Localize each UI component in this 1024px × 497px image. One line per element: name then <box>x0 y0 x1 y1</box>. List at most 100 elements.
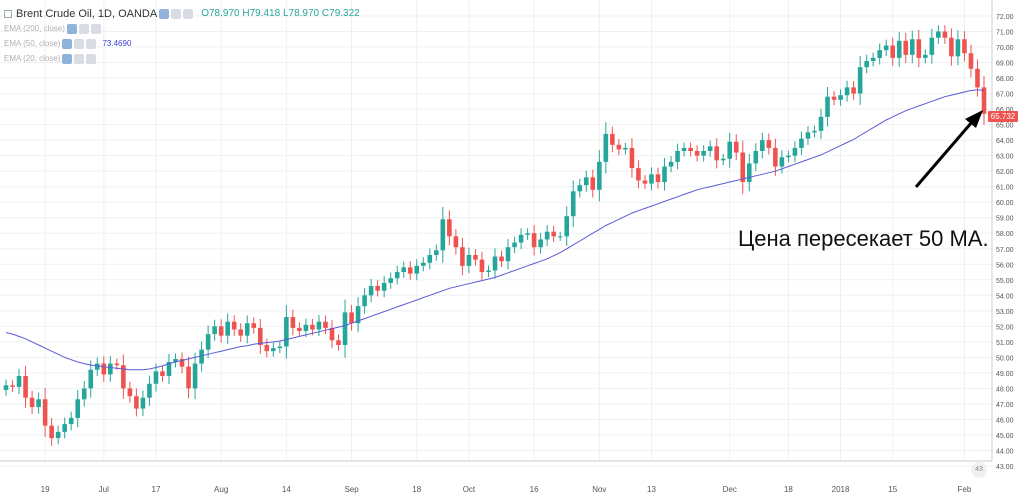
candle-body[interactable] <box>186 366 191 389</box>
candle-body[interactable] <box>662 166 667 183</box>
candle-body[interactable] <box>505 247 511 262</box>
candle-body[interactable] <box>746 163 752 183</box>
candle-body[interactable] <box>94 363 100 370</box>
candle-body[interactable] <box>108 363 113 375</box>
candle-body[interactable] <box>368 286 374 296</box>
candle-body[interactable] <box>420 262 426 266</box>
candle-body[interactable] <box>896 40 902 58</box>
candle-body[interactable] <box>557 236 563 238</box>
candle-body[interactable] <box>623 147 628 150</box>
candle-body[interactable] <box>271 348 276 352</box>
candle-body[interactable] <box>805 132 811 139</box>
candle-body[interactable] <box>642 180 648 184</box>
candle-body[interactable] <box>466 254 472 266</box>
settings-icon[interactable] <box>74 53 85 64</box>
candle-body[interactable] <box>264 344 270 352</box>
indicator-row-ema200[interactable]: EMA (200, close) <box>4 21 360 36</box>
candle-body[interactable] <box>570 191 576 217</box>
candle-body[interactable] <box>238 329 244 336</box>
candle-body[interactable] <box>251 323 257 328</box>
eye-icon[interactable] <box>66 23 77 34</box>
candle-body[interactable] <box>610 133 615 145</box>
candle-body[interactable] <box>127 388 133 397</box>
settings-icon[interactable] <box>74 38 85 49</box>
candle-body[interactable] <box>160 371 165 376</box>
candle-body[interactable] <box>786 155 791 158</box>
candle-body[interactable] <box>968 53 974 69</box>
candle-body[interactable] <box>284 317 289 347</box>
candle-body[interactable] <box>583 177 589 186</box>
candle-body[interactable] <box>551 231 556 237</box>
candle-body[interactable] <box>75 399 81 418</box>
candle-body[interactable] <box>694 151 700 156</box>
candle-body[interactable] <box>303 324 309 331</box>
candle-body[interactable] <box>447 219 452 237</box>
candle-body[interactable] <box>23 376 28 398</box>
candle-body[interactable] <box>675 151 680 162</box>
candle-body[interactable] <box>955 39 961 57</box>
candle-body[interactable] <box>753 151 759 164</box>
candle-body[interactable] <box>42 399 48 426</box>
candle-body[interactable] <box>851 87 856 94</box>
candle-body[interactable] <box>981 87 987 114</box>
indicator-row-ema50[interactable]: EMA (50, close) 73.4690 <box>4 36 360 51</box>
candle-body[interactable] <box>62 424 67 432</box>
candle-body[interactable] <box>49 425 54 439</box>
candle-body[interactable] <box>844 87 850 96</box>
candle-body[interactable] <box>29 397 35 408</box>
candle-body[interactable] <box>479 259 485 273</box>
eye-icon[interactable] <box>62 38 73 49</box>
candle-body[interactable] <box>486 270 491 273</box>
candle-body[interactable] <box>564 216 570 237</box>
candle-body[interactable] <box>531 233 537 248</box>
candle-body[interactable] <box>883 45 889 51</box>
candle-body[interactable] <box>310 324 315 330</box>
candle-body[interactable] <box>434 250 439 255</box>
candle-body[interactable] <box>342 312 348 345</box>
candle-body[interactable] <box>473 254 478 260</box>
candle-body[interactable] <box>121 365 126 389</box>
ema50-line[interactable] <box>5 89 985 371</box>
candle-body[interactable] <box>257 327 263 345</box>
candle-body[interactable] <box>616 144 622 150</box>
candle-body[interactable] <box>153 371 159 384</box>
candle-body[interactable] <box>636 168 641 181</box>
candle-body[interactable] <box>336 340 341 345</box>
candle-body[interactable] <box>655 174 661 183</box>
candle-body[interactable] <box>825 96 830 117</box>
candle-body[interactable] <box>277 346 283 349</box>
candle-body[interactable] <box>707 146 713 151</box>
candle-body[interactable] <box>179 358 185 367</box>
candle-body[interactable] <box>629 147 635 169</box>
candle-body[interactable] <box>916 39 922 58</box>
close-icon[interactable] <box>86 38 97 49</box>
candle-body[interactable] <box>362 295 367 307</box>
candle-body[interactable] <box>740 152 746 183</box>
candle-body[interactable] <box>394 272 400 279</box>
candle-body[interactable] <box>681 147 687 151</box>
candle-body[interactable] <box>773 147 778 167</box>
candle-body[interactable] <box>453 236 459 248</box>
settings-icon[interactable] <box>171 8 182 19</box>
candle-body[interactable] <box>355 306 361 324</box>
candle-body[interactable] <box>81 388 87 400</box>
candle-body[interactable] <box>779 157 785 167</box>
candle-body[interactable] <box>388 278 393 283</box>
candle-body[interactable] <box>890 45 896 58</box>
candle-body[interactable] <box>460 247 465 266</box>
candle-body[interactable] <box>766 140 772 148</box>
candle-body[interactable] <box>877 50 882 58</box>
candle-body[interactable] <box>68 417 74 425</box>
candle-body[interactable] <box>590 177 596 190</box>
candle-body[interactable] <box>297 327 302 331</box>
candle-body[interactable] <box>114 363 120 366</box>
candle-body[interactable] <box>831 96 837 100</box>
candle-body[interactable] <box>668 161 674 167</box>
candle-body[interactable] <box>192 363 198 389</box>
candle-body[interactable] <box>701 151 706 156</box>
candle-body[interactable] <box>381 282 387 291</box>
candle-body[interactable] <box>864 61 869 68</box>
candle-body[interactable] <box>544 231 550 240</box>
candle-body[interactable] <box>329 327 335 341</box>
candle-body[interactable] <box>199 349 204 364</box>
